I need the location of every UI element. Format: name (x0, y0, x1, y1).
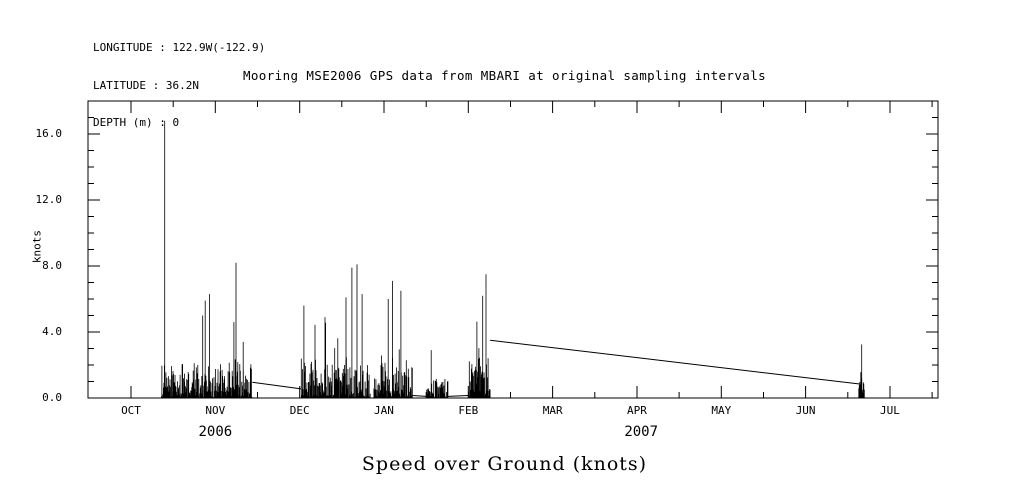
latitude-label: LATITUDE : 36.2N (93, 78, 199, 92)
speed-data-burst-5 (858, 344, 865, 398)
speed-data-gap-line-1 (412, 395, 427, 397)
speed-data-burst-3 (425, 350, 449, 398)
x-axis-caption: Speed over Ground (knots) (361, 453, 648, 475)
axis-ticks (88, 101, 938, 399)
speed-data-gap-line-3 (490, 339, 860, 385)
depth-label: DEPTH (m) : 0 (93, 116, 180, 129)
speed-data-burst-4 (467, 274, 491, 398)
speed-data-gap-line-0 (252, 381, 302, 390)
speed-data-burst-1 (300, 264, 371, 398)
plot-frame (87, 100, 939, 399)
metadata-block: LONGITUDE : 122.9W(-122.9) LATITUDE : 36… (93, 17, 265, 155)
longitude-label: LONGITUDE : 122.9W(-122.9) (93, 41, 266, 54)
speed-data-burst-2 (373, 280, 413, 398)
plot-title: Mooring MSE2006 GPS data from MBARI at o… (242, 68, 767, 83)
speed-data-gap-line-2 (448, 395, 469, 397)
speed-data-burst-0 (161, 120, 253, 398)
